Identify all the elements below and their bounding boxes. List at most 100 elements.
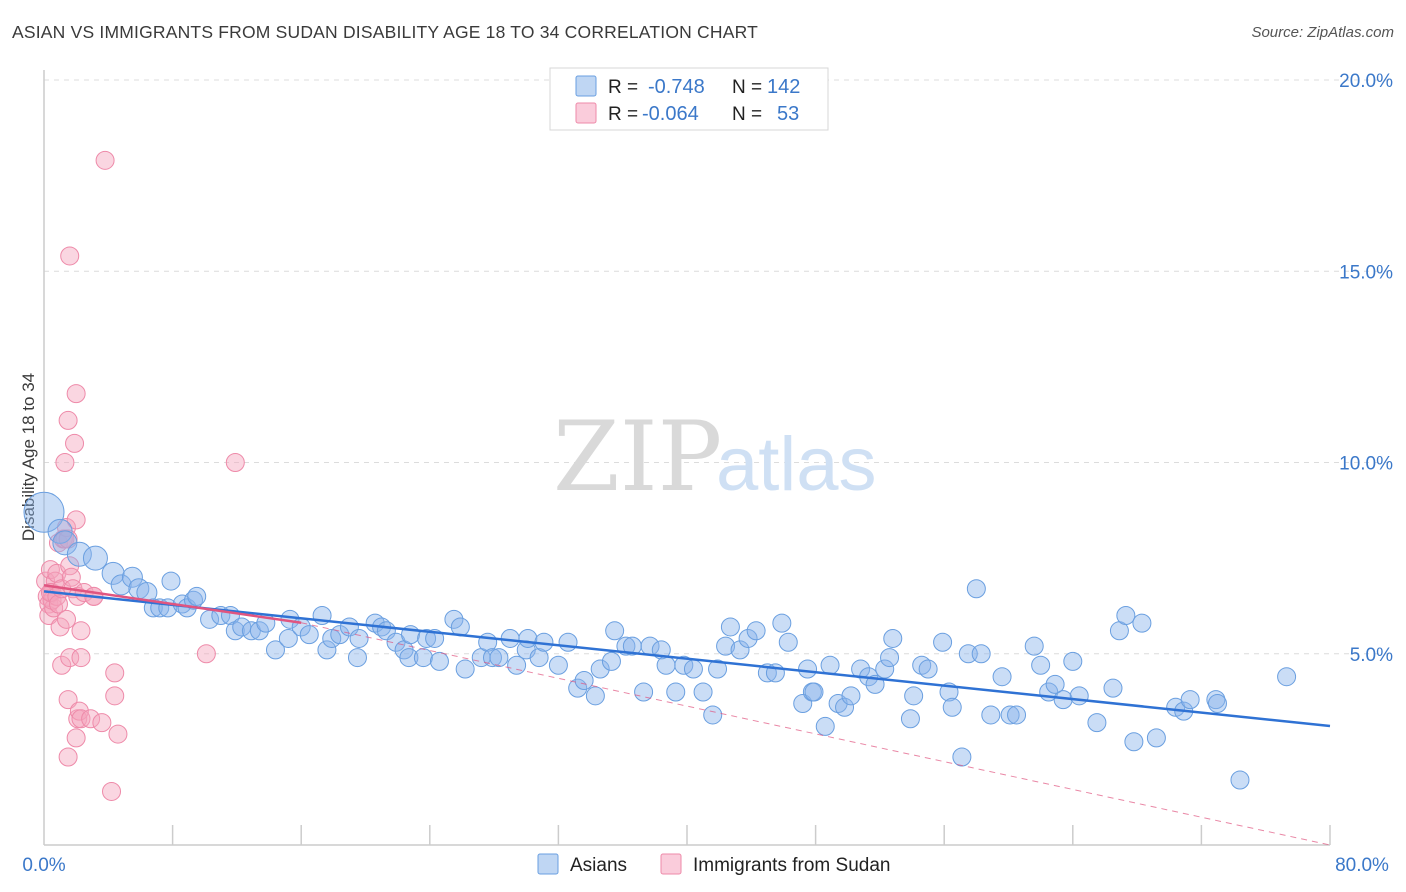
sudan-point-16 xyxy=(52,655,72,675)
series-legend-label-sudan: Immigrants from Sudan xyxy=(693,855,890,876)
series-legend-label-asians: Asians xyxy=(570,855,627,876)
sudan-point-48 xyxy=(105,686,125,706)
asian-point-140 xyxy=(1207,693,1227,713)
gridlines xyxy=(44,79,1394,655)
asian-point-98 xyxy=(841,686,861,706)
asian-point-80 xyxy=(703,705,723,725)
asian-point-111 xyxy=(942,697,962,717)
asian-point-55 xyxy=(489,648,509,668)
asian-point-62 xyxy=(548,655,568,675)
sudan-point-40 xyxy=(71,621,91,641)
asian-point-7 xyxy=(121,566,143,588)
asian-point-120 xyxy=(1024,636,1044,656)
asian-point-36 xyxy=(347,648,367,668)
asian-point-78 xyxy=(683,659,703,679)
asian-point-104 xyxy=(883,628,903,648)
sudan-point-51 xyxy=(196,644,216,664)
sudan-point-28 xyxy=(58,747,78,767)
asian-point-127 xyxy=(1087,713,1107,733)
asian-point-67 xyxy=(590,659,610,679)
asian-point-90 xyxy=(778,632,798,652)
y-tick-label-3: 20.0% xyxy=(1339,71,1393,92)
asian-point-126 xyxy=(1069,686,1089,706)
sudan-point-26 xyxy=(60,246,80,266)
asian-points xyxy=(23,491,1297,790)
asian-point-94 xyxy=(815,716,835,736)
asian-point-59 xyxy=(518,628,538,648)
sudan-point-50 xyxy=(105,663,125,683)
asian-point-136 xyxy=(1180,690,1200,710)
sudan-point-27 xyxy=(58,690,78,710)
sudan-point-32 xyxy=(66,384,86,404)
sudan-point-34 xyxy=(66,728,86,748)
y-tick-label-1: 10.0% xyxy=(1339,454,1393,475)
asian-point-30 xyxy=(299,625,319,645)
sudan-point-37 xyxy=(69,701,89,721)
sudan-point-39 xyxy=(71,709,91,729)
asian-point-83 xyxy=(720,617,740,637)
asian-point-24 xyxy=(249,621,269,641)
asian-point-85 xyxy=(738,628,758,648)
y-tick-label-2: 15.0% xyxy=(1339,262,1393,283)
asian-point-109 xyxy=(933,632,953,652)
watermark-zip: ZIP xyxy=(553,401,722,513)
axes xyxy=(43,70,1331,846)
asian-point-121 xyxy=(1031,655,1051,675)
sudan-point-45 xyxy=(92,713,112,733)
asian-point-112 xyxy=(952,747,972,767)
sudan-point-20 xyxy=(57,609,77,629)
asian-point-79 xyxy=(693,682,713,702)
asian-point-54 xyxy=(482,648,502,668)
asian-point-92 xyxy=(798,659,818,679)
sudan-point-23 xyxy=(58,410,78,430)
asian-point-43 xyxy=(399,648,419,668)
asian-point-123 xyxy=(1045,674,1065,694)
asian-point-128 xyxy=(1103,678,1123,698)
asian-point-60 xyxy=(529,648,549,668)
asian-point-138 xyxy=(1230,770,1250,790)
asian-point-89 xyxy=(772,613,792,633)
asian-point-95 xyxy=(820,655,840,675)
asian-point-48 xyxy=(429,651,449,671)
sudan-point-47 xyxy=(102,781,122,801)
asian-point-27 xyxy=(278,628,298,648)
asian-point-106 xyxy=(904,686,924,706)
asian-point-0 xyxy=(23,491,65,533)
asian-point-82 xyxy=(716,636,736,656)
sudan-point-31 xyxy=(65,433,85,453)
trendlines xyxy=(43,584,1331,846)
asian-point-84 xyxy=(730,640,750,660)
asian-point-102 xyxy=(875,659,895,679)
asian-point-76 xyxy=(666,682,686,702)
asian-point-131 xyxy=(1124,732,1144,752)
asian-point-115 xyxy=(971,644,991,664)
asian-point-17 xyxy=(187,586,207,606)
sudan-trendline xyxy=(43,584,302,625)
asian-point-86 xyxy=(746,621,766,641)
asian-point-130 xyxy=(1116,606,1136,625)
sudan-trendline-extension xyxy=(301,622,1331,846)
sudan-point-52 xyxy=(225,453,245,472)
series-legend-swatch-asians xyxy=(537,853,559,875)
asian-point-57 xyxy=(507,655,527,675)
asian-point-114 xyxy=(966,579,986,599)
asian-point-26 xyxy=(265,640,285,660)
legend-swatch-sudan xyxy=(575,102,597,124)
asian-point-133 xyxy=(1146,728,1166,748)
legend-r-value-asians: -0.748 xyxy=(648,76,705,98)
asian-point-5 xyxy=(101,561,125,585)
x-tick-labels: 0.0% 80.0% xyxy=(22,855,1389,876)
asian-point-51 xyxy=(455,659,475,679)
sudan-point-19 xyxy=(55,453,75,472)
asian-point-132 xyxy=(1132,613,1152,633)
asian-point-81 xyxy=(708,659,728,679)
asian-point-32 xyxy=(317,640,337,660)
asian-point-69 xyxy=(605,621,625,641)
asian-point-6 xyxy=(110,574,132,596)
chart-source: Source: ZipAtlas.com xyxy=(1251,24,1394,41)
legend-r-value-sudan: -0.064 xyxy=(642,103,699,125)
legend-r-label-sudan: R = xyxy=(608,104,638,125)
sudan-point-25 xyxy=(60,648,80,668)
y-axis-title: Disability Age 18 to 34 xyxy=(19,373,38,541)
asian-point-37 xyxy=(349,628,369,648)
